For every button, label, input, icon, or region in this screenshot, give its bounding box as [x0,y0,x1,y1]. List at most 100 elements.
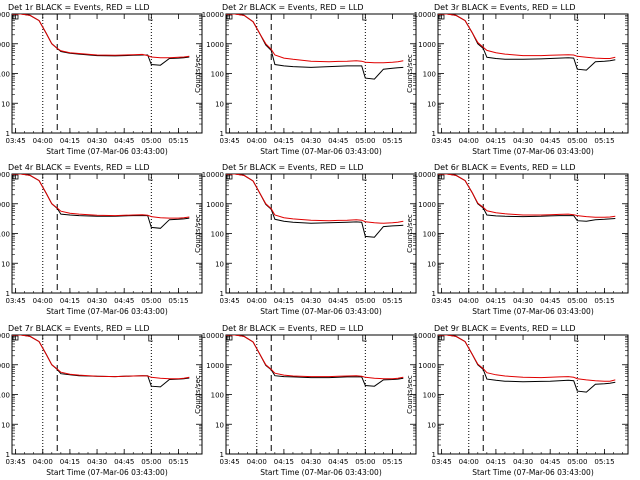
x-axis-label: Start Time (07-Mar-06 03:43:00) [260,307,382,316]
top-marker [148,174,153,181]
chart-title: Det 9r BLACK = Events, RED = LLD [434,324,576,333]
x-tick-label: 04:45 [328,137,348,145]
x-axis-label: Start Time (07-Mar-06 03:43:00) [472,147,594,156]
x-tick-label: 04:00 [33,458,53,466]
x-tick-label: 05:15 [382,458,402,466]
x-tick-label: 05:00 [567,137,587,145]
y-tick-label: 1000 [206,201,224,209]
chart-panel: Det 7r BLACK = Events, RED = LLD 1 10 100 10… [0,324,203,477]
y-tick-label: 1000 [206,362,224,370]
lld-series-line [226,174,404,224]
chart-title: Det 1r BLACK = Events, RED = LLD [8,3,150,12]
x-tick-label: 05:00 [567,458,587,466]
x-tick-label: 04:15 [60,458,80,466]
x-tick-label: 04:00 [459,297,479,305]
y-tick-label: 100 [423,231,436,239]
x-tick-label: 04:15 [486,137,506,145]
top-marker [148,335,153,342]
y-tick-label: 1 [220,130,224,138]
lld-series-line [226,335,404,380]
events-series-line [226,174,404,238]
plot-frame [225,173,417,294]
x-tick-label: 05:15 [168,297,188,305]
x-tick-label: 04:15 [60,137,80,145]
y-tick-label: 100 [211,71,224,79]
y-tick-label: 10000 [414,11,436,19]
x-tick-label: 04:00 [247,297,267,305]
x-tick-label: 04:00 [33,137,53,145]
plot-frame [11,13,203,134]
x-tick-label: 04:15 [274,458,294,466]
top-marker [574,335,579,342]
x-tick-label: 04:30 [87,297,107,305]
x-tick-label: 05:00 [355,458,375,466]
top-marker [362,174,367,181]
plot-frame [11,173,203,294]
y-axis-label: Counts/sec [194,54,202,93]
x-tick-label: 05:15 [382,137,402,145]
chart-title: Det 8r BLACK = Events, RED = LLD [222,324,364,333]
y-tick-label: 1000 [0,362,10,370]
y-tick-label: 10000 [202,171,224,179]
x-tick-label: 04:45 [114,137,134,145]
x-tick-label: 04:45 [114,297,134,305]
x-tick-label: 03:45 [6,458,26,466]
y-tick-label: 10 [427,421,436,429]
y-tick-label: 10000 [202,332,224,340]
x-axis-label: Start Time (07-Mar-06 03:43:00) [472,468,594,477]
plot-frame [225,334,417,455]
plot-frame [225,13,417,134]
chart-title: Det 5r BLACK = Events, RED = LLD [222,163,364,172]
chart-panel: Det 9r BLACK = Events, RED = LLD 1 10 100 10… [406,324,629,477]
top-marker [362,335,367,342]
chart-title: Det 7r BLACK = Events, RED = LLD [8,324,150,333]
events-series-line [438,14,616,71]
lld-series-line [438,14,616,59]
top-marker [148,14,153,21]
x-tick-label: 05:00 [141,458,161,466]
y-tick-label: 10 [215,100,224,108]
x-tick-label: 04:30 [513,297,533,305]
y-tick-label: 100 [423,392,436,400]
chart-panel: Det 1r BLACK = Events, RED = LLD 1 10 100 10… [0,3,203,156]
y-tick-label: 1000 [418,41,436,49]
x-tick-label: 04:15 [486,458,506,466]
x-tick-label: 04:30 [301,458,321,466]
lld-series-line [226,14,404,64]
y-tick-label: 1000 [0,41,10,49]
x-tick-label: 04:30 [513,137,533,145]
x-tick-label: 05:00 [355,137,375,145]
y-axis-label: Counts/sec [406,214,414,253]
top-marker [574,174,579,181]
lld-series-line [438,174,616,218]
top-marker [362,14,367,21]
y-axis-label: Counts/sec [406,375,414,414]
x-tick-label: 03:45 [432,297,452,305]
plot-frame [437,13,629,134]
x-tick-label: 04:15 [60,297,80,305]
y-axis-label: Counts/sec [194,214,202,253]
y-tick-label: 10000 [202,11,224,19]
x-axis-label: Start Time (07-Mar-06 03:43:00) [46,307,168,316]
x-tick-label: 05:00 [355,297,375,305]
y-tick-label: 10 [1,260,10,268]
x-tick-label: 05:15 [594,458,614,466]
chart-title: Det 3r BLACK = Events, RED = LLD [434,3,576,12]
x-axis-label: Start Time (07-Mar-06 03:43:00) [46,147,168,156]
x-tick-label: 03:45 [220,137,240,145]
y-tick-label: 10 [427,260,436,268]
x-tick-label: 04:30 [301,297,321,305]
plot-frame [437,334,629,455]
x-tick-label: 03:45 [6,137,26,145]
events-series-line [438,174,616,222]
y-axis-label: Counts/sec [194,375,202,414]
y-tick-label: 10 [1,421,10,429]
x-tick-label: 04:00 [33,297,53,305]
lld-series-line [12,335,190,380]
chart-panel: Det 5r BLACK = Events, RED = LLD 1 10 100 10… [194,163,417,316]
events-series-line [12,174,190,229]
y-tick-label: 10000 [0,171,10,179]
x-tick-label: 04:30 [513,458,533,466]
y-tick-label: 1000 [418,362,436,370]
